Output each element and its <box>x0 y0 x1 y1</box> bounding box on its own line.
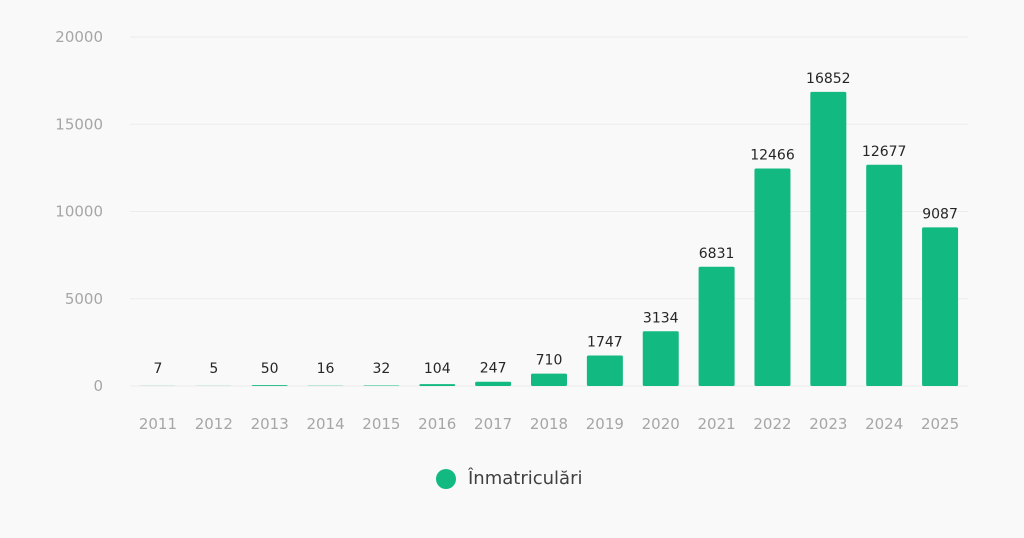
data-label: 3134 <box>643 310 679 326</box>
data-label: 7 <box>153 361 162 377</box>
x-tick-label: 2021 <box>698 415 736 433</box>
bar[interactable] <box>922 227 959 386</box>
x-tick-label: 2016 <box>418 415 456 433</box>
bar[interactable] <box>642 331 679 386</box>
x-axis: 2011 2012 2013 2014 2015 2016 2017 2018 2019 2020… <box>139 415 959 433</box>
y-tick-label: 15000 <box>55 115 103 133</box>
y-axis: 0 5000 10000 15000 20000 <box>55 28 103 395</box>
bar[interactable] <box>363 385 400 386</box>
bar[interactable] <box>586 355 623 386</box>
bar[interactable] <box>419 384 456 386</box>
data-label: 16852 <box>806 71 851 87</box>
bar[interactable] <box>475 381 512 386</box>
y-tick-label: 0 <box>93 377 103 395</box>
x-tick-label: 2025 <box>921 415 959 433</box>
x-tick-label: 2011 <box>139 415 177 433</box>
bar[interactable] <box>866 164 903 386</box>
data-label: 32 <box>372 361 390 377</box>
data-labels: 7 5 50 16 32 104 247 710 1747 3134 6831 12466 16852 1… <box>153 71 957 377</box>
x-tick-label: 2013 <box>251 415 289 433</box>
data-label: 5 <box>209 361 218 377</box>
x-tick-label: 2023 <box>809 415 847 433</box>
data-label: 710 <box>536 353 563 369</box>
x-tick-label: 2022 <box>753 415 791 433</box>
legend-label: Înmatriculări <box>468 468 583 489</box>
data-label: 1747 <box>587 335 623 351</box>
x-tick-label: 2014 <box>306 415 344 433</box>
x-tick-label: 2012 <box>195 415 233 433</box>
y-tick-label: 5000 <box>65 290 103 308</box>
bar[interactable] <box>698 266 735 386</box>
x-tick-label: 2015 <box>362 415 400 433</box>
data-label: 104 <box>424 361 451 377</box>
data-label: 12466 <box>750 147 795 163</box>
bar[interactable] <box>251 385 288 386</box>
bar[interactable] <box>531 373 567 386</box>
x-tick-label: 2024 <box>865 415 903 433</box>
data-label: 50 <box>261 361 279 377</box>
x-tick-label: 2018 <box>530 415 568 433</box>
data-label: 12677 <box>862 144 907 160</box>
data-label: 6831 <box>699 246 735 262</box>
legend-marker <box>436 468 456 489</box>
data-label: 247 <box>480 361 507 377</box>
x-tick-label: 2017 <box>474 415 512 433</box>
x-tick-label: 2020 <box>642 415 680 433</box>
bars <box>139 91 959 386</box>
data-label: 9087 <box>922 206 958 222</box>
y-tick-label: 20000 <box>55 28 103 46</box>
legend[interactable]: Înmatriculări <box>436 468 582 489</box>
x-tick-label: 2019 <box>586 415 624 433</box>
data-label: 16 <box>317 361 335 377</box>
bar[interactable] <box>810 91 847 386</box>
y-tick-label: 10000 <box>55 203 103 221</box>
bar[interactable] <box>754 168 791 386</box>
